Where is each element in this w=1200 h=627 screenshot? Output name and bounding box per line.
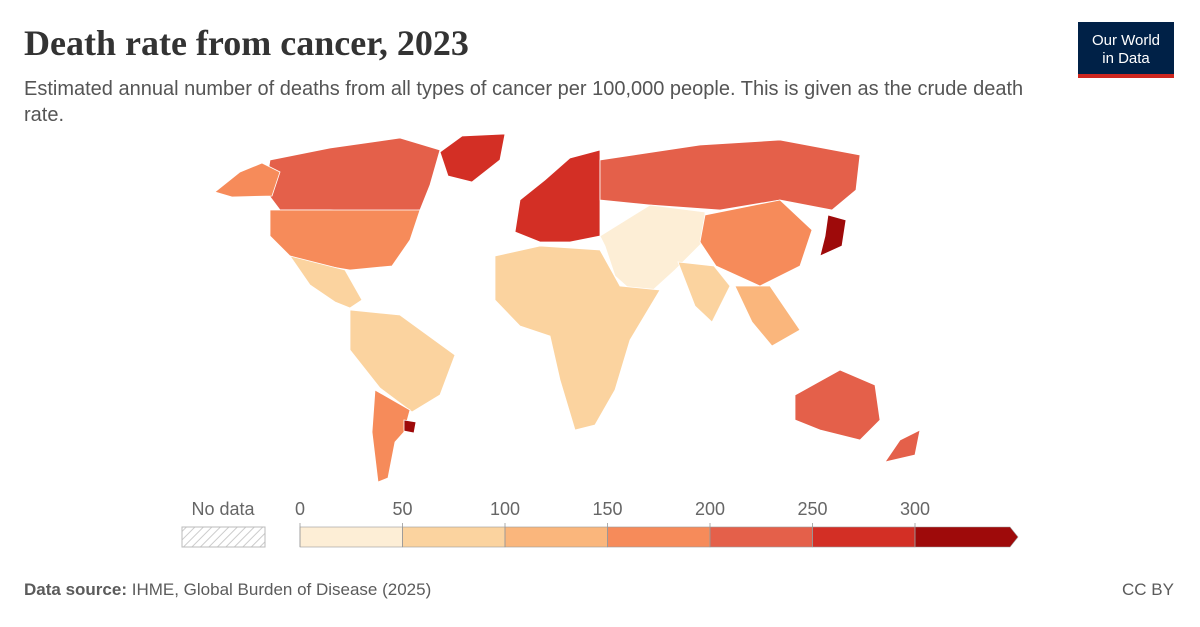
source-text: IHME, Global Burden of Disease (2025)	[131, 580, 432, 599]
subtitle: Estimated annual number of deaths from a…	[24, 78, 1024, 126]
no-data-swatch	[181, 526, 266, 548]
logo-line: in Data	[1102, 50, 1150, 67]
legend-bin	[607, 526, 711, 548]
legend-tick-label: 100	[490, 499, 520, 519]
no-data-label: No data	[191, 499, 255, 519]
region[interactable]	[599, 139, 861, 211]
logo[interactable]: Our World in Data	[1078, 22, 1174, 78]
legend-bin	[402, 526, 506, 548]
map: No data 0 50 100 150 200 250 300	[181, 133, 1019, 548]
legend-tick-label: 300	[900, 499, 930, 519]
legend-tick-label: 50	[392, 499, 412, 519]
region[interactable]	[289, 255, 363, 309]
legend-tick-label: 150	[592, 499, 622, 519]
region[interactable]	[349, 309, 456, 413]
region[interactable]	[494, 245, 661, 431]
legend-bin	[299, 526, 403, 548]
source: Data source: IHME, Global Burden of Dise…	[24, 580, 431, 600]
region[interactable]	[819, 214, 847, 257]
region[interactable]	[269, 209, 421, 271]
region[interactable]	[371, 389, 411, 483]
logo-line: Our World	[1091, 32, 1161, 49]
map-regions	[214, 133, 921, 483]
region[interactable]	[264, 137, 441, 216]
region[interactable]	[599, 204, 706, 301]
region[interactable]	[214, 162, 281, 198]
region[interactable]	[677, 261, 731, 323]
region[interactable]	[734, 285, 801, 347]
legend-tick-label: 200	[695, 499, 725, 519]
title: Death rate from cancer, 2023	[24, 23, 469, 63]
legend-bin	[812, 526, 916, 548]
region[interactable]	[439, 133, 506, 183]
region[interactable]	[794, 369, 881, 441]
legend-bin	[709, 526, 813, 548]
source-label: Data source:	[24, 580, 127, 599]
region[interactable]	[884, 429, 921, 463]
license[interactable]: CC BY	[1122, 580, 1174, 599]
legend-tick-label: 0	[295, 499, 305, 519]
region[interactable]	[514, 149, 601, 243]
legend-bin	[914, 526, 1019, 548]
legend-bin	[504, 526, 608, 548]
region[interactable]	[699, 199, 813, 287]
legend-tick-label: 250	[797, 499, 827, 519]
region[interactable]	[403, 419, 417, 434]
